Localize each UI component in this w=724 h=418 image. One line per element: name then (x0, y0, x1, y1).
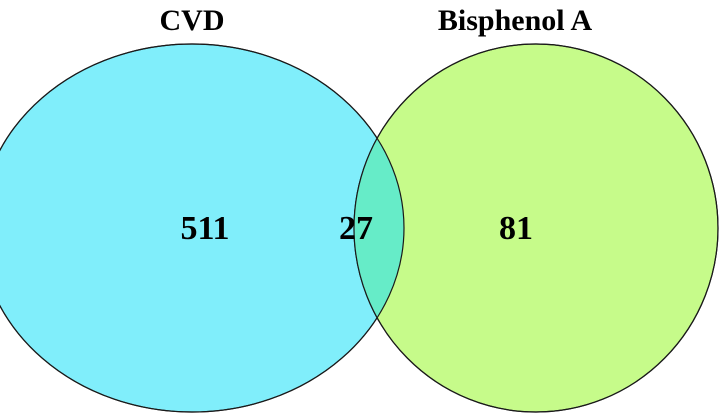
intersection-count: 27 (339, 210, 373, 247)
bisphenol-a-circle (353, 43, 719, 413)
cvd-set-label: CVD (160, 4, 225, 37)
bisphenol-a-only-count: 81 (499, 210, 533, 247)
cvd-only-count: 511 (180, 210, 229, 247)
bisphenol-a-circle-outline (353, 43, 719, 413)
cvd-circle-outline (0, 43, 405, 413)
bisphenol-a-set-label: Bisphenol A (438, 4, 593, 37)
